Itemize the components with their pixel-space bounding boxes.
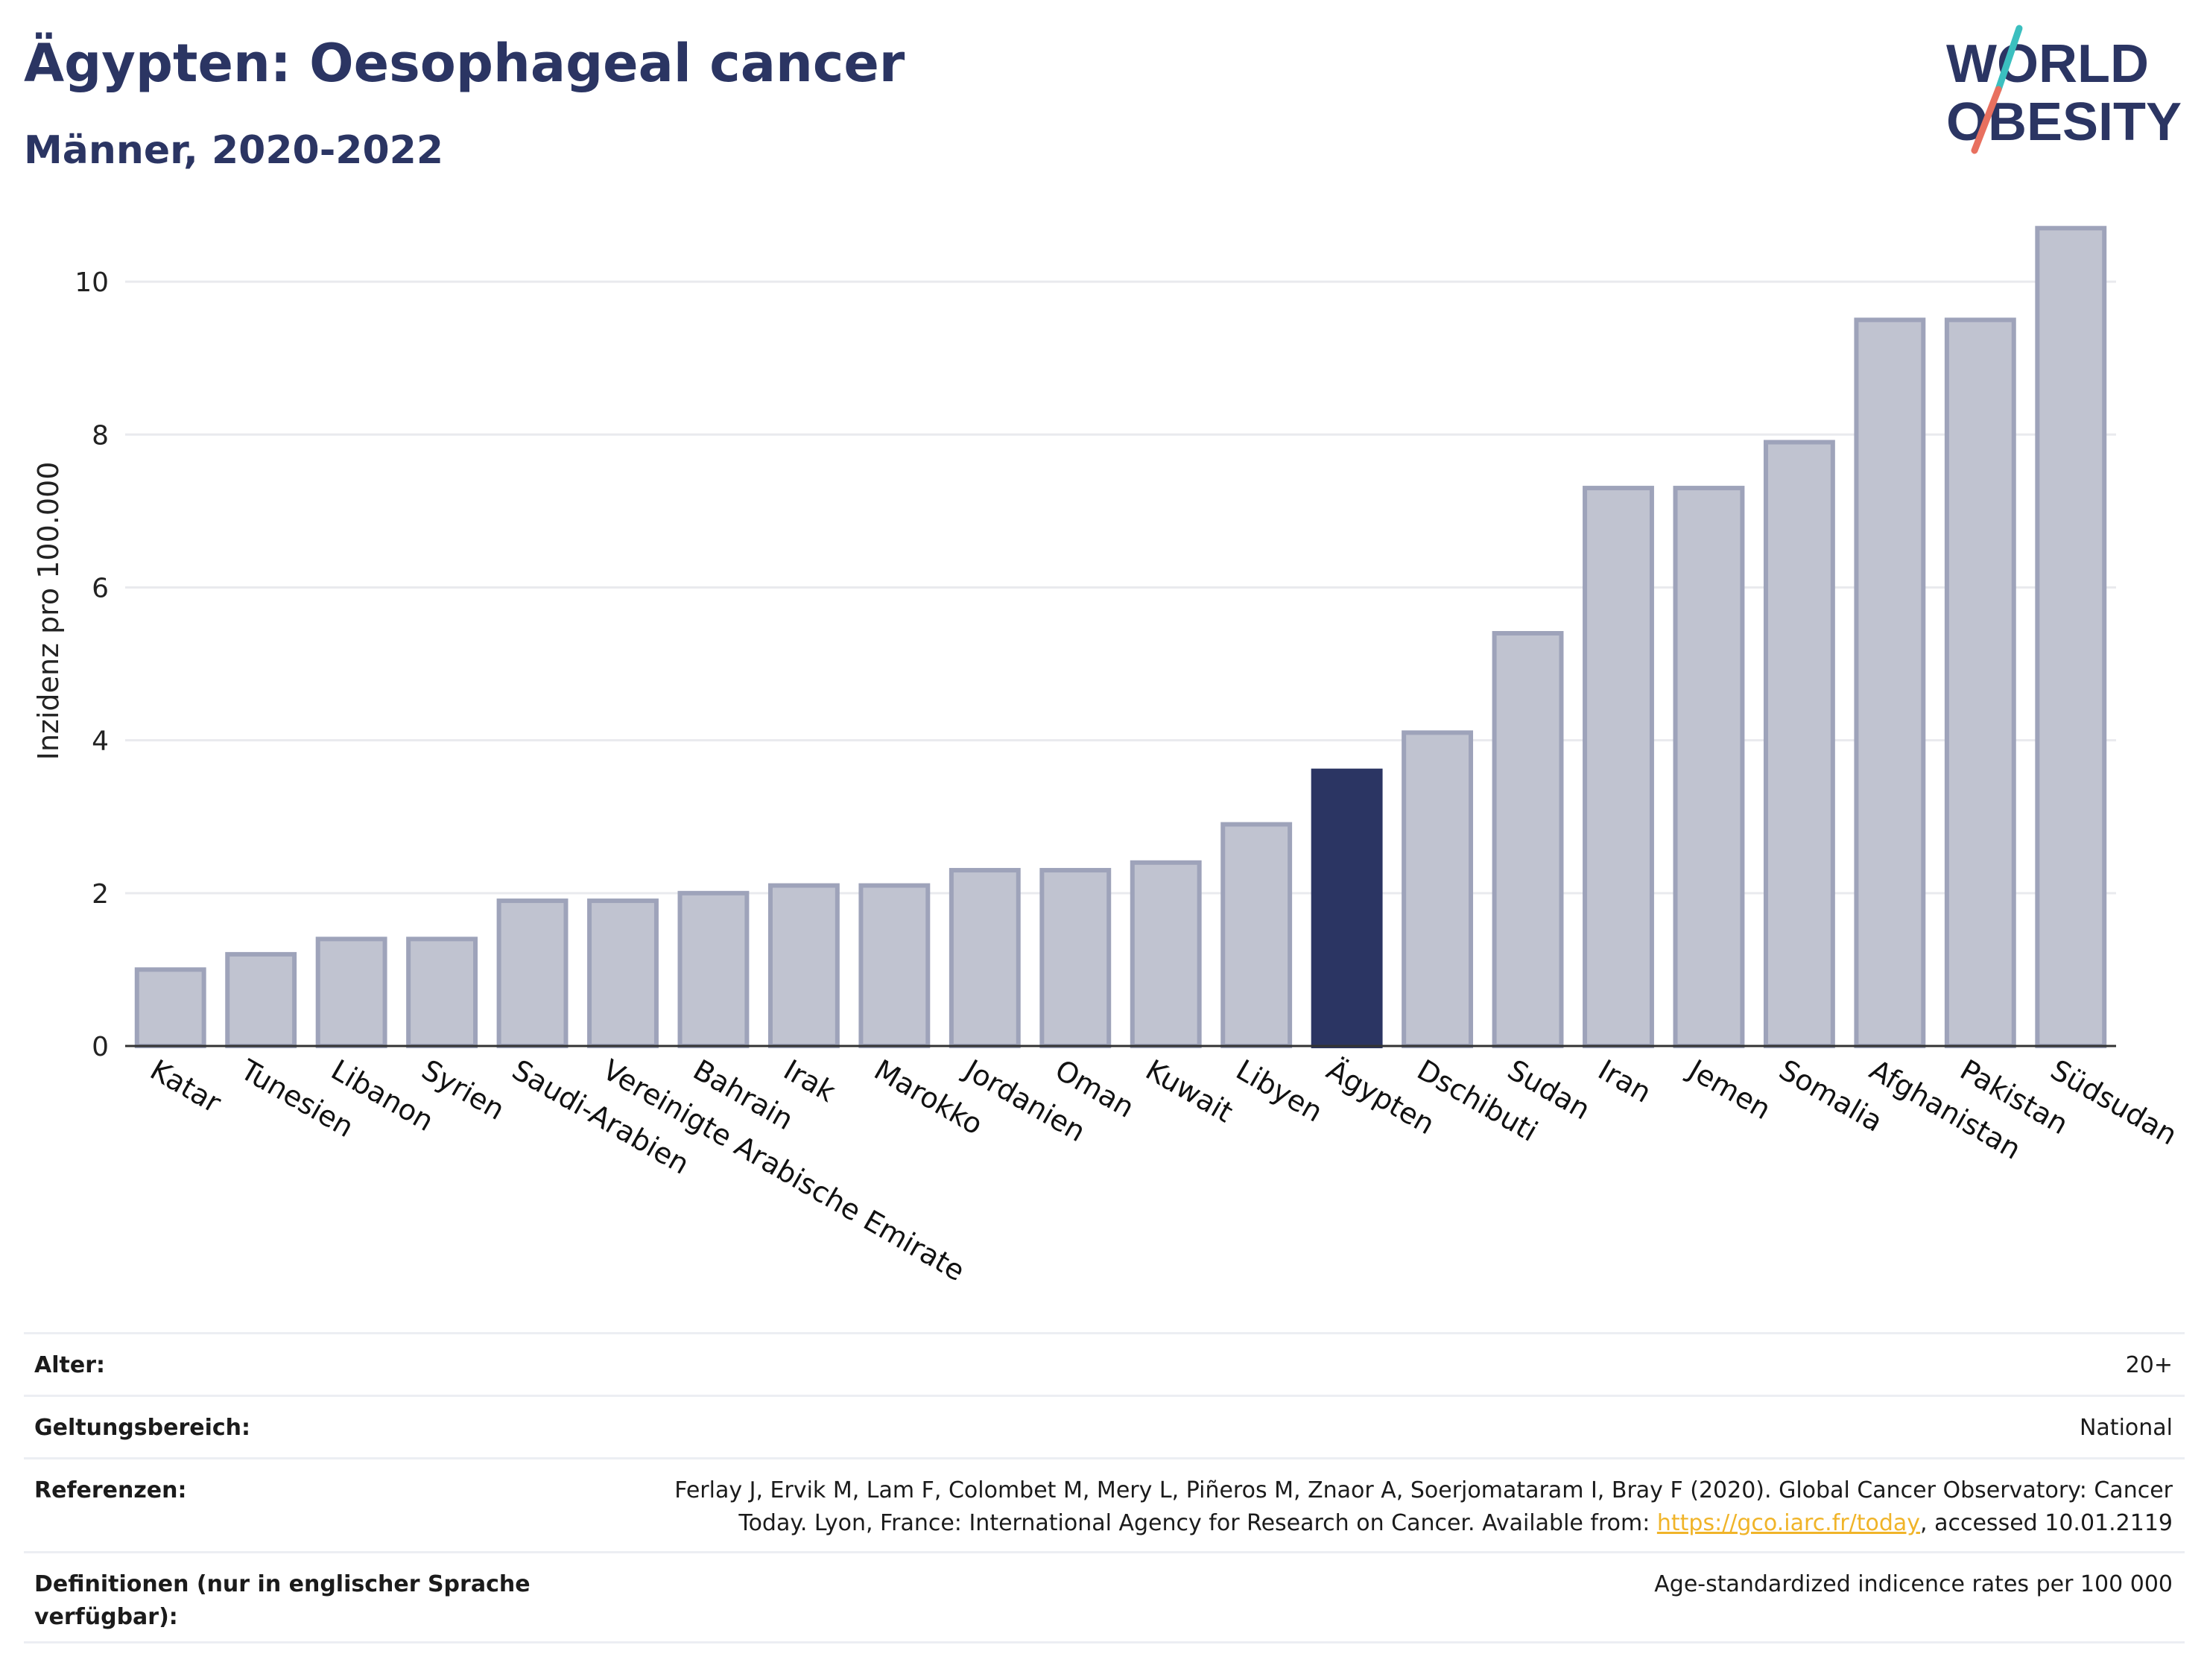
x-tick-label: Südsudan	[2045, 1053, 2183, 1152]
info-row-age: Alter: 20+	[24, 1332, 2185, 1395]
logo-slash-teal	[1995, 25, 2023, 93]
info-value-definitions: Age-standardized indicence rates per 100…	[1654, 1571, 2173, 1597]
logo-line-1: WORLD	[1946, 34, 2149, 94]
bar-Marokko	[858, 883, 931, 1048]
ref-text-3: , accessed 10.01.2119	[1920, 1510, 2173, 1536]
ref-line-1: Ferlay J, Ervik M, Lam F, Colombet M, Me…	[674, 1477, 2173, 1503]
y-tick-label: 6	[92, 573, 109, 603]
y-tick-label: 4	[92, 726, 109, 757]
info-value-age: 20+	[2125, 1352, 2173, 1378]
bar-Jordanien	[949, 868, 1021, 1048]
reference-link[interactable]: https://gco.iarc.fr/today	[1656, 1510, 1921, 1536]
bar-Afghanistan	[1854, 317, 1926, 1048]
bars	[134, 226, 2107, 1049]
world-obesity-logo: WORLD OBESITY	[1946, 25, 2182, 154]
info-label-scope: Geltungsbereich:	[34, 1415, 251, 1441]
bar-Dschibuti	[1402, 730, 1474, 1048]
x-tick-label: Libyen	[1231, 1053, 1329, 1129]
y-tick-label: 0	[92, 1032, 109, 1062]
bar-Libyen	[1220, 822, 1293, 1048]
info-value-references: Ferlay J, Ervik M, Lam F, Colombet M, Me…	[674, 1474, 2185, 1540]
bar-Vereinigte Arabische Emirate	[587, 898, 659, 1049]
info-label-references: Referenzen:	[34, 1477, 187, 1503]
x-tick-label: Iran	[1593, 1053, 1657, 1109]
ref-line-2: Today. Lyon, France: International Agenc…	[674, 1507, 2173, 1540]
bar-Saudi-Arabien	[496, 898, 569, 1049]
bar-Irak	[767, 883, 840, 1048]
info-label-age: Alter:	[34, 1352, 105, 1378]
y-tick-label: 2	[92, 879, 109, 910]
info-row-references: Referenzen: Ferlay J, Ervik M, Lam F, Co…	[24, 1457, 2185, 1551]
y-tick-label: 10	[75, 267, 109, 298]
x-tick-label: Somalia	[1773, 1053, 1888, 1138]
info-table: Alter: 20+ Geltungsbereich: National Ref…	[24, 1332, 2185, 1643]
bar-Libanon	[315, 936, 387, 1048]
bar-Kuwait	[1130, 860, 1202, 1049]
info-row-definitions: Definitionen (nur in englischer Sprache …	[24, 1551, 2185, 1643]
x-tick-label: Jemen	[1682, 1053, 1776, 1126]
bar-Oman	[1039, 868, 1112, 1048]
x-tick-label: Afghanistan	[1864, 1053, 2027, 1166]
ref-text-2: Today. Lyon, France: International Agenc…	[738, 1510, 1657, 1536]
bar-Somalia	[1763, 440, 1835, 1048]
x-tick-label: Katar	[145, 1053, 227, 1120]
info-row-scope: Geltungsbereich: National	[24, 1395, 2185, 1457]
y-tick-label: 8	[92, 420, 109, 451]
bar-Bahrain	[677, 890, 750, 1048]
bar-Syrien	[406, 936, 478, 1048]
bar-Iran	[1583, 486, 1654, 1048]
bar-Jemen	[1673, 486, 1745, 1048]
chart-title: Ägypten: Oesophageal cancer	[24, 33, 905, 94]
bar-Ägypten	[1311, 768, 1383, 1048]
bar-Sudan	[1492, 631, 1564, 1048]
info-label-definitions: Definitionen (nur in englischer Sprache …	[34, 1571, 531, 1630]
y-axis-label: Inzidenz pro 100.000	[32, 462, 65, 761]
info-value-scope: National	[2079, 1415, 2173, 1441]
bar-Tunesien	[225, 951, 297, 1049]
bar-Südsudan	[2035, 226, 2107, 1048]
chart-subtitle: Männer, 2020-2022	[24, 128, 444, 173]
logo-slash-coral	[1971, 86, 2002, 154]
x-tick-label: Kuwait	[1140, 1053, 1238, 1129]
bar-Pakistan	[1944, 317, 2016, 1048]
x-tick-label: Irak	[778, 1053, 840, 1109]
bar-Katar	[134, 967, 206, 1048]
